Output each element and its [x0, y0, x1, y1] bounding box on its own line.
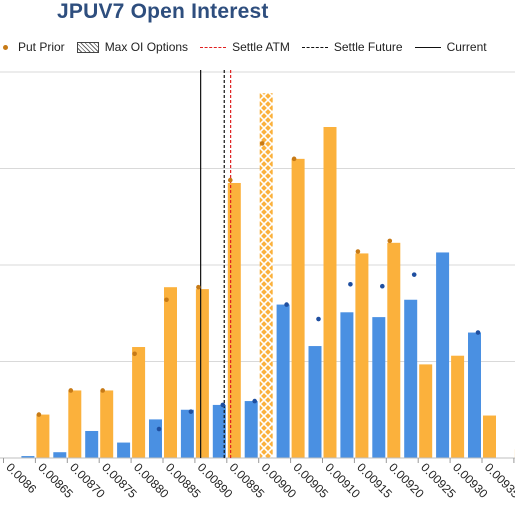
call-prior-dot: [284, 302, 289, 307]
legend-swatch: [301, 46, 328, 48]
bar-call: [340, 312, 354, 458]
bar-put: [164, 287, 177, 458]
call-prior-dot: [220, 402, 226, 408]
bar-call: [244, 401, 258, 458]
bar-call: [404, 299, 418, 458]
put-prior-dot: [291, 156, 297, 162]
put-prior-dot: [259, 141, 265, 146]
bar-put: [483, 415, 496, 458]
put-prior-dot: [100, 388, 105, 393]
legend-swatch: [76, 41, 99, 53]
bar-call: [468, 332, 481, 458]
put-prior-dot: [355, 249, 361, 254]
bar-call: [372, 317, 386, 458]
call-prior-dot: [380, 283, 385, 289]
bar-put: [387, 242, 401, 458]
bar-put: [36, 414, 50, 458]
legend-label: Current: [446, 40, 487, 54]
legend-label: Put Prior: [18, 40, 65, 54]
bar-call: [276, 304, 290, 458]
chart-legend: Put Prior Max OI Options Settle ATM Settle …: [0, 37, 499, 57]
bar-put: [227, 182, 241, 458]
bar-call: [436, 252, 450, 458]
put-prior-dot: [132, 351, 137, 357]
legend-label: Settle Future: [333, 40, 403, 54]
bar-put: [291, 158, 305, 458]
legend-swatch: [0, 41, 12, 53]
legend-item: Put Prior: [0, 40, 65, 54]
call-prior-dot: [188, 409, 194, 414]
x-tick-label: 0.0086: [3, 460, 39, 496]
legend-item: Current: [414, 40, 487, 54]
bar-call: [117, 442, 131, 458]
x-tick-label: 0.00935: [482, 460, 515, 501]
bar-put: [68, 390, 82, 458]
call-prior-dot: [348, 282, 353, 287]
put-prior-dot: [36, 412, 42, 417]
put-prior-dot: [196, 284, 201, 290]
call-prior-dot: [252, 398, 257, 404]
bar-put: [132, 347, 146, 458]
chart-title: JPUV7 Open Interest: [57, 0, 269, 23]
bar-put: [419, 364, 433, 458]
call-prior-dot: [316, 316, 321, 322]
legend-swatch: [200, 46, 227, 48]
bar-put: [323, 127, 337, 458]
legend-item: Settle ATM: [200, 40, 290, 54]
bar-put: [195, 289, 209, 458]
legend-swatch: [414, 46, 441, 48]
bar-call: [85, 430, 99, 458]
legend-label: Settle ATM: [232, 40, 290, 54]
bar-call: [21, 456, 35, 458]
bar-call: [53, 452, 67, 458]
legend-item: Settle Future: [301, 40, 403, 54]
put-prior-dot: [164, 297, 169, 303]
bar-call: [149, 419, 162, 458]
call-prior-dot: [475, 330, 481, 335]
bar-put: [451, 355, 465, 458]
legend-item: Max OI Options: [76, 40, 189, 54]
put-prior-dot: [68, 388, 74, 393]
put-prior-dot: [228, 177, 233, 183]
bar-put: [355, 253, 369, 458]
bar-call: [308, 346, 322, 458]
put-prior-dot: [387, 238, 393, 244]
legend-label: Max OI Options: [104, 40, 189, 54]
bar-put-max-oi: [259, 93, 273, 458]
bar-put: [100, 390, 114, 458]
bar-call: [180, 409, 194, 458]
bar-call: [212, 404, 226, 458]
call-prior-dot: [156, 426, 162, 432]
call-prior-dot: [411, 272, 417, 277]
